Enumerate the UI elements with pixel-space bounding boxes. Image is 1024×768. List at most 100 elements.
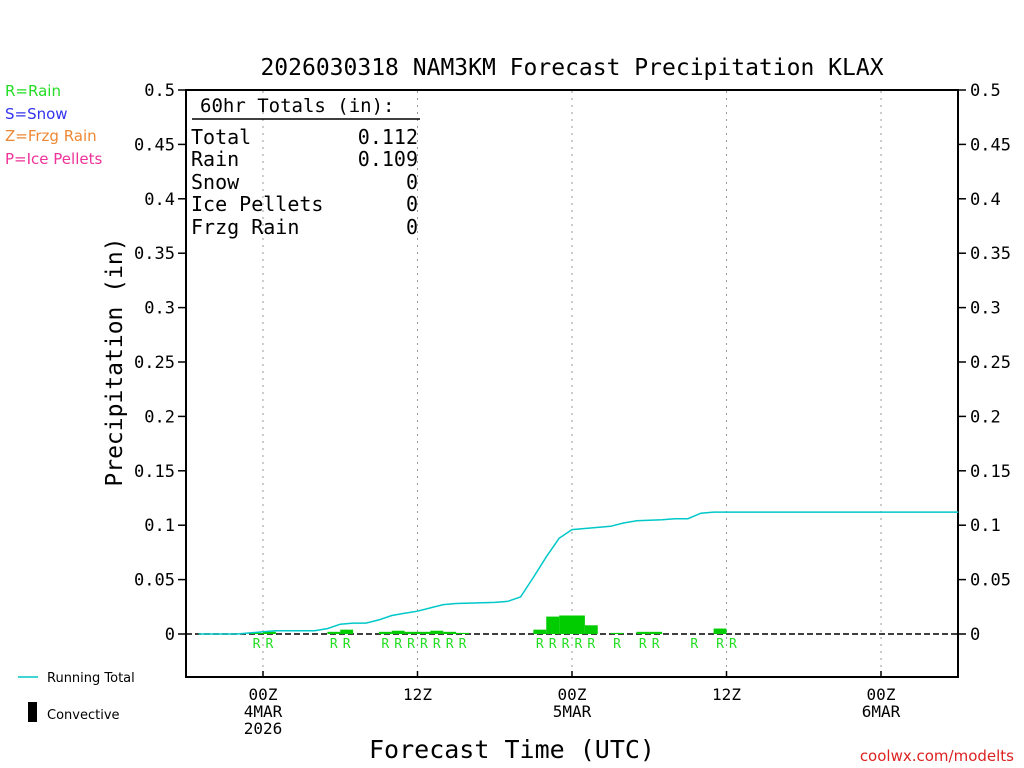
- ptype-marker: R: [716, 637, 724, 652]
- precip-bar: [378, 631, 392, 634]
- precip-bar: [636, 631, 650, 634]
- y-tick-label-left: 0.5: [144, 81, 175, 101]
- precip-bar: [417, 631, 431, 634]
- ptype-marker: R: [253, 637, 261, 652]
- y-tick-label-left: 0.45: [134, 135, 175, 155]
- running-total-legend-label: Running Total: [47, 671, 135, 686]
- y-tick-label-right: 0.5: [970, 81, 1001, 101]
- series-legend: Running Total Convective: [18, 671, 135, 723]
- precip-bar: [327, 631, 341, 634]
- totals-label-frzg-rain: Frzg Rain: [191, 215, 299, 239]
- y-tick-label-left: 0.15: [134, 462, 175, 482]
- ptype-marker: R: [690, 637, 698, 652]
- ptype-marker: R: [394, 637, 402, 652]
- totals-label-ice-pellets: Ice Pellets: [191, 192, 323, 216]
- y-tick-label-left: 0.25: [134, 353, 175, 373]
- x-tick-label: 12Z: [712, 685, 741, 704]
- x-tick-label: 4MAR: [244, 702, 283, 721]
- precip-bar: [533, 629, 547, 634]
- precip-bar: [250, 632, 263, 634]
- y-tick-label-left: 0.2: [144, 407, 175, 427]
- y-tick-label-right: 0: [970, 625, 980, 645]
- ptype-marker: R: [575, 637, 583, 652]
- precip-bar: [391, 630, 405, 634]
- vertical-gridlines: [262, 91, 882, 676]
- x-tick-label: 6MAR: [862, 702, 901, 721]
- ptype-marker: R: [536, 637, 544, 652]
- ptype-marker: R: [459, 637, 467, 652]
- x-tick-label: 12Z: [403, 685, 432, 704]
- precip-bar: [430, 630, 444, 634]
- precip-bar: [610, 632, 624, 634]
- totals-label-snow: Snow: [191, 170, 240, 194]
- precip-bar: [572, 615, 585, 634]
- precip-bar: [559, 615, 572, 634]
- totals-value-rain: 0.109: [358, 147, 418, 171]
- y-tick-label-left: 0.35: [134, 244, 175, 264]
- legend-frzg-rain: Z=Frzg Rain: [5, 127, 97, 145]
- y-axis-label: Precipitation (in): [102, 237, 128, 486]
- precip-bar: [263, 631, 276, 634]
- ptype-marker: R: [433, 637, 441, 652]
- y-tick-label-right: 0.3: [970, 299, 1001, 319]
- x-tick-label: 2026: [244, 719, 283, 738]
- y-tick-label-left: 0: [165, 625, 175, 645]
- y-tick-label-left: 0.1: [144, 516, 175, 536]
- ptype-marker: R: [587, 637, 595, 652]
- ptype-marker: R: [407, 637, 415, 652]
- y-tick-label-right: 0.45: [970, 135, 1011, 155]
- totals-value-total: 0.112: [358, 125, 418, 149]
- ptype-marker: R: [446, 637, 454, 652]
- watermark: coolwx.com/modelts: [860, 747, 1014, 765]
- precip-bar: [456, 632, 469, 634]
- y-tick-label-left: 0.4: [144, 190, 175, 210]
- x-tick-label: 00Z: [249, 685, 278, 704]
- y-tick-label-right: 0.05: [970, 571, 1011, 591]
- ptype-marker: R: [266, 637, 274, 652]
- y-tick-label-right: 0.15: [970, 462, 1011, 482]
- y-tick-label-left: 0.05: [134, 571, 175, 591]
- legend-ice-pellets: P=Ice Pellets: [5, 150, 102, 168]
- legend-rain: R=Rain: [5, 82, 61, 100]
- y-axis-right: 0.5 0.45 0.4 0.35 0.3 0.25 0.2 0.15 0.1 0.05 0: [958, 81, 1011, 645]
- legend-snow: S=Snow: [5, 105, 68, 123]
- precip-bar: [404, 631, 418, 634]
- precip-bar: [584, 625, 598, 634]
- totals-label-rain: Rain: [191, 147, 239, 171]
- ptype-marker: R: [381, 637, 389, 652]
- totals-header: 60hr Totals (in):: [200, 95, 394, 117]
- y-tick-label-left: 0.3: [144, 299, 175, 319]
- x-tick-label: 00Z: [558, 685, 587, 704]
- totals-box: 60hr Totals (in): Total 0.112 Rain 0.109…: [191, 95, 420, 239]
- x-axis-label: Forecast Time (UTC): [369, 735, 655, 764]
- x-tick-label: 00Z: [867, 685, 896, 704]
- y-tick-label-right: 0.35: [970, 244, 1011, 264]
- precip-bar: [713, 628, 727, 634]
- chart-title: 2026030318 NAM3KM Forecast Precipitation…: [260, 55, 883, 81]
- precip-bars: [250, 615, 727, 634]
- ptype-marker: R: [639, 637, 647, 652]
- x-tick-label: 5MAR: [553, 702, 592, 721]
- precip-bar: [649, 631, 663, 634]
- y-tick-label-right: 0.1: [970, 516, 1001, 536]
- ptype-marker: R: [343, 637, 351, 652]
- ptype-marker: R: [652, 637, 660, 652]
- running-total-line: [198, 511, 959, 635]
- totals-value-snow: 0: [406, 170, 418, 194]
- ptype-marker: R: [549, 637, 557, 652]
- y-tick-label-right: 0.25: [970, 353, 1011, 373]
- ptype-marker: R: [729, 637, 737, 652]
- ptype-marker: R: [330, 637, 338, 652]
- ptype-marker: R: [562, 637, 570, 652]
- convective-legend-swatch: [28, 702, 37, 722]
- precip-bar: [340, 629, 354, 634]
- precip-bar: [443, 631, 457, 634]
- totals-value-frzg-rain: 0: [406, 215, 418, 239]
- convective-legend-label: Convective: [47, 708, 120, 723]
- y-tick-label-right: 0.2: [970, 407, 1001, 427]
- ptype-legend: R=Rain S=Snow Z=Frzg Rain P=Ice Pellets: [5, 82, 102, 168]
- totals-value-ice-pellets: 0: [406, 192, 418, 216]
